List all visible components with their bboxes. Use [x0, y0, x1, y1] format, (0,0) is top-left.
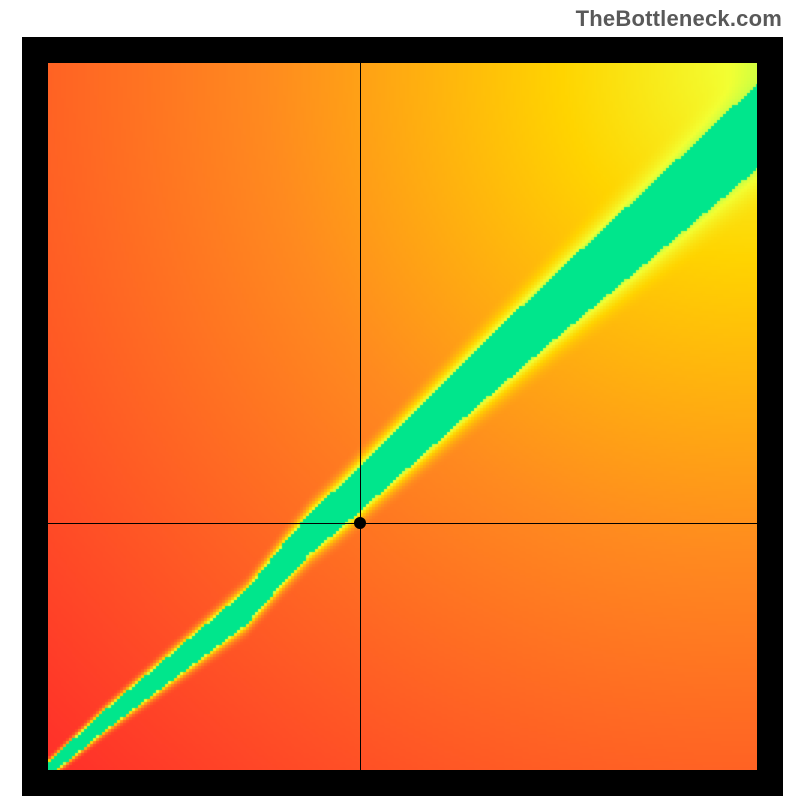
plot-area — [48, 63, 757, 770]
root: TheBottleneck.com — [0, 0, 800, 800]
marker-dot — [354, 517, 366, 529]
crosshair-vertical — [360, 63, 361, 770]
attribution-text: TheBottleneck.com — [576, 6, 782, 32]
crosshair-horizontal — [48, 523, 757, 524]
heatmap-canvas — [48, 63, 757, 770]
